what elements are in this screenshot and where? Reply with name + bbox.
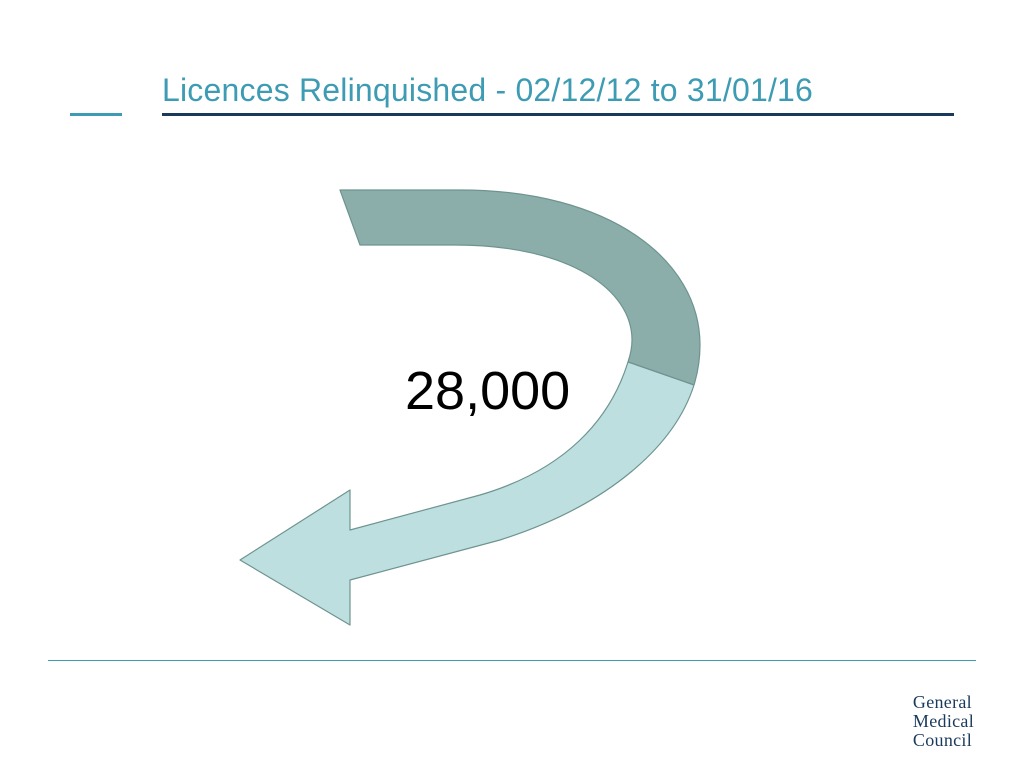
- org-logo-line3: Council: [913, 731, 974, 750]
- arrow-upper-path: [340, 190, 700, 385]
- title-rule-main: [162, 113, 954, 116]
- org-logo-line2: Medical: [913, 712, 974, 731]
- title-rule-accent: [70, 113, 122, 116]
- org-logo: General Medical Council: [913, 693, 974, 750]
- footer-rule: [48, 660, 976, 661]
- title-rule: [70, 113, 954, 117]
- org-logo-line1: General: [913, 693, 974, 712]
- title-block: Licences Relinquished - 02/12/12 to 31/0…: [70, 72, 954, 117]
- headline-value: 28,000: [405, 360, 570, 422]
- page-title: Licences Relinquished - 02/12/12 to 31/0…: [162, 72, 954, 109]
